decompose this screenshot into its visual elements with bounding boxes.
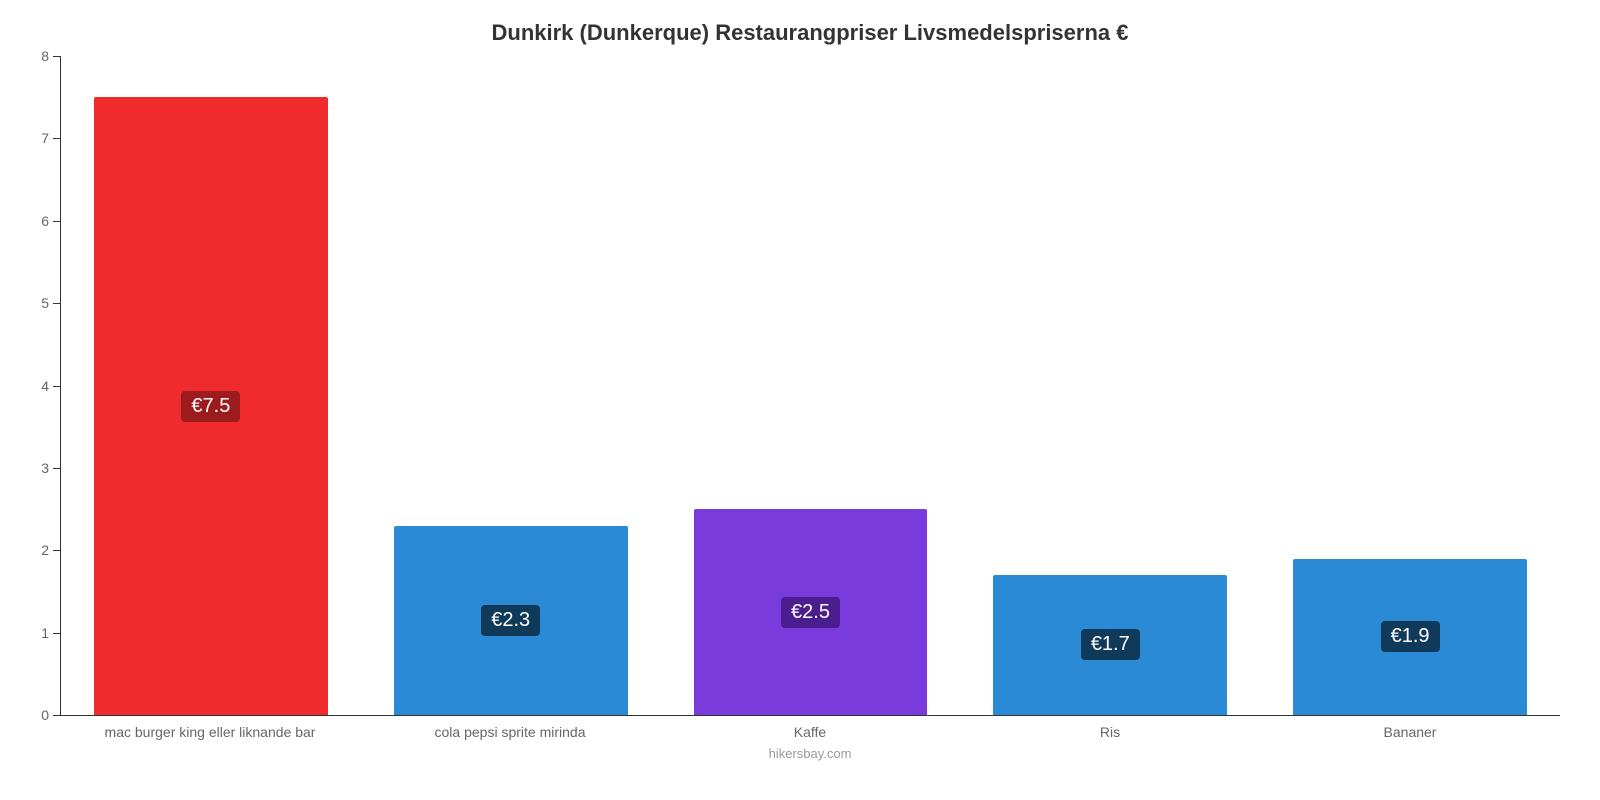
y-tick-label: 7	[21, 130, 49, 146]
bar-slot: €2.5	[661, 56, 961, 715]
x-axis-label: mac burger king eller liknande bar	[60, 724, 360, 740]
y-tick-label: 5	[21, 295, 49, 311]
chart-title: Dunkirk (Dunkerque) Restaurangpriser Liv…	[60, 20, 1560, 46]
chart-container: Dunkirk (Dunkerque) Restaurangpriser Liv…	[0, 0, 1600, 800]
x-axis-label: Bananer	[1260, 724, 1560, 740]
y-tick-label: 1	[21, 625, 49, 641]
x-axis-label: Kaffe	[660, 724, 960, 740]
bar-value-badge: €7.5	[181, 391, 240, 422]
y-tick-label: 6	[21, 213, 49, 229]
bar-value-badge: €2.3	[481, 605, 540, 636]
x-axis-labels: mac burger king eller liknande barcola p…	[60, 724, 1560, 740]
x-axis-label: cola pepsi sprite mirinda	[360, 724, 660, 740]
y-tick-label: 3	[21, 460, 49, 476]
y-tick	[53, 221, 61, 222]
bar-value-badge: €1.7	[1081, 629, 1140, 660]
y-tick	[53, 468, 61, 469]
bar-slot: €2.3	[361, 56, 661, 715]
y-tick-label: 0	[21, 707, 49, 723]
y-tick	[53, 550, 61, 551]
y-tick	[53, 138, 61, 139]
bar-slot: €1.7	[960, 56, 1260, 715]
y-tick	[53, 56, 61, 57]
bar-slot: €7.5	[61, 56, 361, 715]
bar-slot: €1.9	[1260, 56, 1560, 715]
x-axis-label: Ris	[960, 724, 1260, 740]
bar: €1.7	[993, 575, 1227, 715]
y-tick	[53, 715, 61, 716]
y-tick-label: 8	[21, 48, 49, 64]
bar-value-badge: €2.5	[781, 597, 840, 628]
y-tick-label: 2	[21, 542, 49, 558]
bar-value-badge: €1.9	[1381, 621, 1440, 652]
attribution-text: hikersbay.com	[60, 746, 1560, 761]
y-tick	[53, 386, 61, 387]
bar: €2.3	[394, 526, 628, 715]
bar: €2.5	[694, 509, 928, 715]
y-tick	[53, 633, 61, 634]
y-tick	[53, 303, 61, 304]
bars-row: €7.5 €2.3 €2.5 €1.7 €1.9	[61, 56, 1560, 715]
y-tick-label: 4	[21, 378, 49, 394]
bar: €1.9	[1293, 559, 1527, 716]
plot-area: €7.5€2.3€2.5€1.7€1.9 012345678	[60, 56, 1560, 716]
bar: €7.5	[94, 97, 328, 715]
